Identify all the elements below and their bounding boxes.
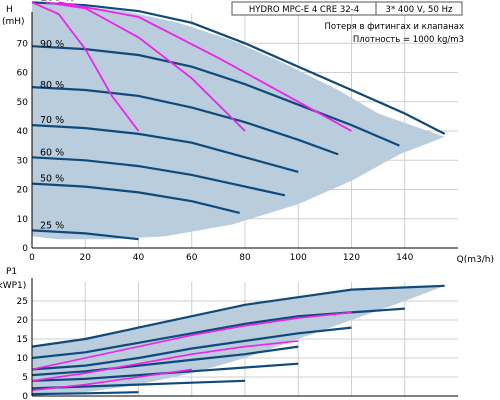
top-x-tick-label: 80 [239,253,251,263]
speed-curve-6 [31,229,139,241]
top-y-tick-label: 20 [17,186,29,196]
legend-fittings-loss: Потеря в фитингах и клапанах [325,22,465,32]
speed-label: 90 % [40,39,64,50]
top-y-tick-label: 0 [22,244,28,254]
bottom-y-axis-unit: (kWP1) [0,281,26,291]
top-x-axis-label: Q(m3/h) [457,255,494,265]
legend-power-supply: 3* 400 V, 50 Hz [386,5,453,15]
top-x-tick-label: 20 [80,253,92,263]
system-curve-1 [45,1,246,132]
power-curve-0 [31,284,445,348]
legend-box-supply [375,1,463,16]
speed-label: 60 % [40,147,64,158]
top-y-axis-unit: (mH) [2,17,25,27]
legend-pump-model: HYDRO MPC-E 4 CRE 32-4 [249,5,359,15]
speed-label: 50 % [40,174,64,185]
speed-label: 70 % [40,115,64,126]
top-y-tick-label: 60 [17,69,29,79]
power-curve-2 [31,326,352,371]
top-x-tick-label: 60 [186,253,198,263]
speed-curve-4 [31,156,286,197]
power-curve-3 [31,345,299,377]
power-system-curve-2 [31,368,192,392]
speed-label: 100 % [40,0,74,3]
power-curve-6 [31,391,139,396]
bottom-y-tick-label: 20 [17,316,29,326]
speed-label: 80 % [40,80,64,91]
top-x-tick-label: 140 [396,253,413,263]
head-chart: 100 % 90 % 80 % 70 % 60 % 50 % 25 % 0 20 40 60 80 10… [2,0,494,265]
system-curve-0 [31,1,140,132]
top-x-tick-label: 100 [290,253,307,263]
top-y-tick-label: 30 [17,156,29,166]
top-x-tick-label: 40 [133,253,145,263]
bottom-y-tick-label: 10 [17,354,29,364]
speed-label: 25 % [40,220,64,231]
speed-curve-3 [31,124,299,173]
top-x-tick-label: 0 [29,253,35,263]
top-y-tick-label: 10 [17,215,29,225]
speed-curve-1 [31,45,400,147]
power-system-curve-1 [31,340,299,382]
power-chart: 0 5 10 15 20 25 P1 (kWP1) [0,267,458,400]
top-y-tick-label: 40 [17,127,29,137]
bottom-y-axis-label: P1 [6,267,17,277]
top-y-tick-label: 70 [17,39,29,49]
bottom-y-tick-label: 5 [22,373,28,383]
speed-curve-5 [31,182,240,214]
top-y-tick-label: 50 [17,98,29,108]
system-curve-2 [58,1,352,132]
legend-density: Плотность = 1000 kg/m3 [353,35,464,45]
speed-curve-0 [31,1,446,135]
bottom-y-tick-label: 25 [17,297,28,307]
top-x-tick-label: 120 [343,253,360,263]
bottom-y-tick-label: 0 [22,392,28,400]
speed-curve-2 [31,86,339,156]
top-y-axis-label: H [6,5,13,15]
power-system-curve-0 [31,311,352,371]
bottom-y-tick-label: 15 [17,335,28,345]
